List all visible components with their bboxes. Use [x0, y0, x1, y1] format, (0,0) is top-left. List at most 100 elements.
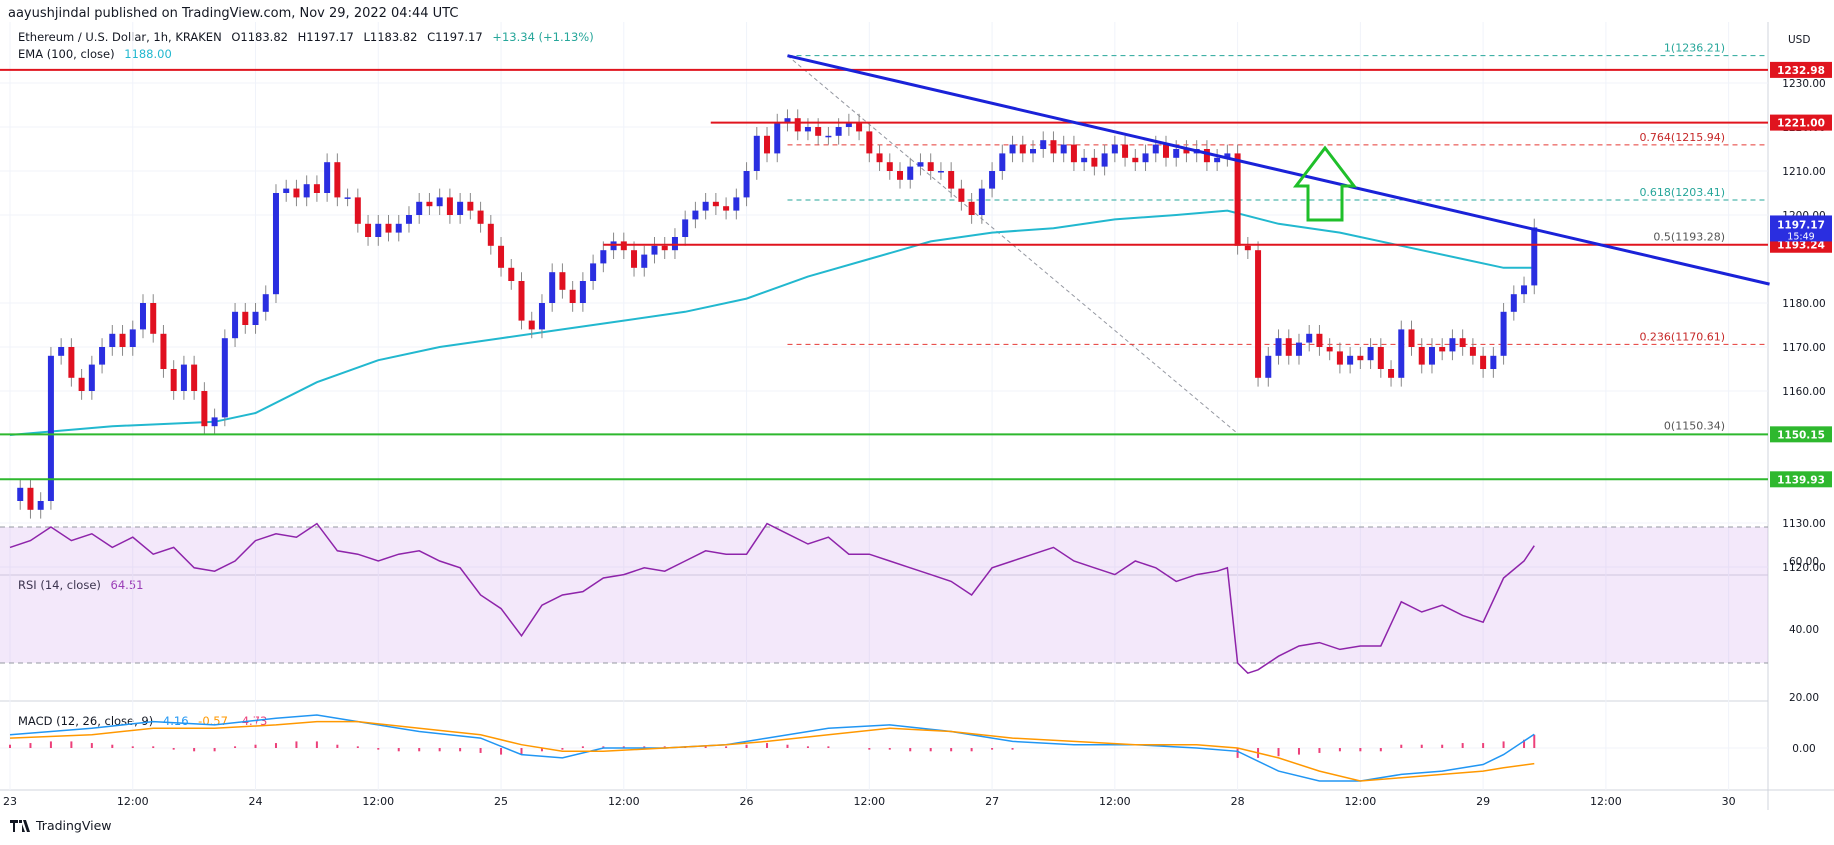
footer: TradingView	[10, 818, 112, 833]
candle-body	[712, 201, 719, 207]
ohlc-high: H1197.17	[297, 30, 354, 44]
candle-body	[1122, 144, 1129, 158]
candle-body	[119, 333, 126, 347]
candle-body	[1500, 311, 1507, 356]
candle-body	[579, 281, 586, 303]
symbol-legend: Ethereum / U.S. Dollar, 1h, KRAKEN O1183…	[18, 30, 600, 44]
candle-body	[1183, 149, 1190, 154]
fib-level-label: 0(1150.34)	[1664, 420, 1725, 433]
level-tag	[1770, 471, 1832, 488]
tradingview-logo-icon	[10, 819, 30, 832]
candle-body	[1285, 338, 1292, 356]
time-tick-label: 23	[3, 795, 17, 808]
candle-body	[1408, 329, 1415, 347]
level-tag-label: 1193.24	[1777, 240, 1825, 252]
rsi-band	[0, 527, 1768, 663]
time-tick-label: 12:00	[1345, 795, 1377, 808]
candle-body	[1162, 144, 1169, 158]
last-price-label: 1197.17	[1777, 219, 1825, 231]
ema-label[interactable]: EMA (100, close)	[18, 47, 115, 61]
candle-body	[927, 162, 934, 171]
symbol-name[interactable]: Ethereum / U.S. Dollar, 1h, KRAKEN	[18, 30, 222, 44]
candle-body	[937, 171, 944, 173]
candle-body	[272, 193, 279, 295]
rsi-tick-label: 40.00	[1789, 624, 1819, 636]
candle-body	[866, 131, 873, 154]
candle-body	[804, 127, 811, 132]
candle-body	[17, 487, 24, 501]
candle-body	[78, 377, 85, 391]
candle-body	[47, 355, 54, 501]
candle-body	[753, 135, 760, 171]
candle-body	[978, 188, 985, 215]
ema-line	[9, 209, 1535, 436]
chart-canvas[interactable]: 23 12:00 24 12:00 25 12:00 26 12:00 27 12:00 28 12:…	[0, 0, 1834, 810]
candle-body	[692, 210, 699, 220]
candle-body	[1388, 369, 1395, 378]
time-tick-label: 12:00	[1590, 795, 1622, 808]
candle-body	[774, 122, 781, 154]
candle-body	[1203, 149, 1210, 163]
bearish-trend-line	[787, 54, 1770, 286]
candle-body	[252, 311, 259, 325]
candle-body	[897, 171, 904, 180]
level-tag-label: 1221.00	[1777, 118, 1825, 130]
level-tag-label: 1232.98	[1777, 65, 1825, 77]
rsi-line	[9, 522, 1535, 675]
candle-body	[1428, 347, 1435, 365]
candle-body	[262, 294, 269, 312]
candle-body	[170, 369, 177, 391]
publisher-line: aayushjindal published on TradingView.co…	[8, 6, 459, 21]
candle-body	[958, 188, 965, 202]
candle-body	[999, 153, 1006, 171]
candle-body	[559, 272, 566, 290]
candle-body	[139, 303, 146, 330]
candle-body	[221, 338, 228, 418]
candle-body	[1275, 338, 1282, 356]
candle-body	[1009, 144, 1016, 154]
candle-body	[1316, 333, 1323, 347]
level-tag	[1770, 114, 1832, 131]
time-tick-label: 12:00	[117, 795, 149, 808]
candle-body	[88, 364, 95, 391]
candle-body	[1173, 149, 1180, 158]
candle-body	[1060, 144, 1067, 154]
candle-body	[671, 237, 678, 251]
candle-body	[293, 188, 300, 198]
signal-line	[9, 720, 1535, 782]
candle-body	[1357, 355, 1364, 361]
rsi-label[interactable]: RSI (14, close)	[18, 578, 101, 592]
candle-body	[569, 289, 576, 303]
candle-body	[1326, 347, 1333, 352]
candle-body	[446, 197, 453, 215]
candle-body	[620, 241, 627, 251]
candle-body	[794, 118, 801, 132]
candle-body	[1439, 347, 1446, 352]
candle-body	[1081, 157, 1088, 163]
time-tick-label: 12:00	[853, 795, 885, 808]
candle-body	[467, 201, 474, 211]
candle-body	[886, 162, 893, 171]
ohlc-open: O1183.82	[231, 30, 288, 44]
candle-body	[1030, 149, 1036, 154]
candle-body	[365, 223, 372, 237]
candle-body	[150, 303, 157, 334]
time-tick-label: 29	[1476, 795, 1490, 808]
footer-brand[interactable]: TradingView	[36, 818, 112, 833]
candle-body	[1398, 329, 1405, 378]
candle-body	[528, 320, 535, 330]
candle-body	[641, 254, 648, 268]
candle-body	[1531, 227, 1538, 286]
time-tick-label: 12:00	[1099, 795, 1131, 808]
macd-tick-label: 0.00	[1792, 743, 1815, 755]
candle-body	[907, 166, 914, 180]
ohlc-close: C1197.17	[427, 30, 483, 44]
candle-body	[211, 417, 218, 427]
candle-body	[600, 250, 607, 264]
candle-body	[1521, 285, 1528, 295]
time-tick-label: 25	[494, 795, 508, 808]
time-tick-label: 12:00	[608, 795, 640, 808]
candle-body	[989, 171, 996, 189]
rsi-legend: RSI (14, close) 64.51	[18, 578, 149, 592]
fib-level-label: 0.764(1215.94)	[1639, 131, 1725, 144]
